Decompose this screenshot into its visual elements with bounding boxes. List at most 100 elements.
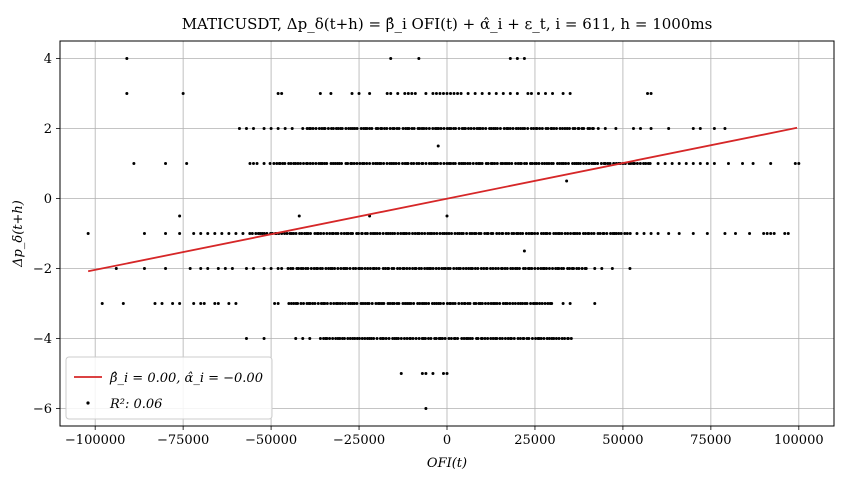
scatter-point xyxy=(360,267,364,270)
scatter-point xyxy=(515,57,519,60)
scatter-point xyxy=(603,162,607,165)
scatter-point xyxy=(432,232,436,235)
scatter-point xyxy=(272,162,276,165)
scatter-point xyxy=(656,162,660,165)
scatter-point xyxy=(289,162,293,165)
scatter-point xyxy=(460,337,464,340)
scatter-point xyxy=(511,127,515,130)
scatter-point xyxy=(434,337,438,340)
scatter-point xyxy=(530,232,534,235)
scatter-point xyxy=(412,302,416,305)
scatter-point xyxy=(298,162,302,165)
scatter-point xyxy=(385,162,389,165)
scatter-point xyxy=(635,162,639,165)
scatter-point xyxy=(438,232,442,235)
scatter-point xyxy=(202,302,206,305)
scatter-point xyxy=(374,302,378,305)
scatter-point xyxy=(164,232,168,235)
scatter-point xyxy=(495,127,499,130)
scatter-point xyxy=(486,232,490,235)
scatter-point xyxy=(501,232,505,235)
scatter-point xyxy=(468,337,472,340)
scatter-point xyxy=(619,232,623,235)
scatter-point xyxy=(302,302,306,305)
scatter-point xyxy=(414,337,418,340)
scatter-point xyxy=(723,127,727,130)
scatter-point xyxy=(234,302,238,305)
scatter-point xyxy=(283,162,287,165)
scatter-point xyxy=(427,337,431,340)
scatter-point xyxy=(480,302,484,305)
scatter-point xyxy=(356,232,360,235)
scatter-point xyxy=(551,162,555,165)
scatter-point xyxy=(305,127,309,130)
scatter-point xyxy=(399,372,403,375)
scatter-point xyxy=(568,302,572,305)
scatter-point xyxy=(517,267,521,270)
scatter-point xyxy=(561,92,565,95)
scatter-point xyxy=(362,162,366,165)
scatter-point xyxy=(445,162,449,165)
x-tick-label: 0 xyxy=(443,433,451,448)
scatter-point xyxy=(453,162,457,165)
scatter-point xyxy=(508,57,512,60)
scatter-point xyxy=(125,92,129,95)
scatter-point xyxy=(318,92,322,95)
scatter-point xyxy=(329,162,333,165)
scatter-point xyxy=(516,232,520,235)
scatter-point xyxy=(489,337,493,340)
scatter-point xyxy=(192,232,196,235)
scatter-point xyxy=(562,162,566,165)
scatter-point xyxy=(470,337,474,340)
scatter-point xyxy=(325,302,329,305)
scatter-point xyxy=(545,337,549,340)
scatter-point xyxy=(452,267,456,270)
scatter-point xyxy=(474,232,478,235)
scatter-point xyxy=(100,302,104,305)
scatter-point xyxy=(568,92,572,95)
scatter-point xyxy=(572,267,576,270)
scatter-point xyxy=(331,127,335,130)
scatter-point xyxy=(481,127,485,130)
scatter-point xyxy=(451,302,455,305)
scatter-point xyxy=(614,232,618,235)
scatter-point xyxy=(748,232,752,235)
scatter-point xyxy=(262,337,266,340)
scatter-point xyxy=(518,232,522,235)
scatter-point xyxy=(509,267,513,270)
scatter-point xyxy=(320,267,324,270)
scatter-point xyxy=(523,267,527,270)
scatter-point xyxy=(430,162,434,165)
scatter-point xyxy=(411,337,415,340)
scatter-point xyxy=(386,232,390,235)
scatter-point xyxy=(793,162,797,165)
scatter-point xyxy=(540,302,544,305)
scatter-point xyxy=(486,337,490,340)
scatter-point xyxy=(311,127,315,130)
scatter-point xyxy=(501,162,505,165)
scatter-point xyxy=(496,267,500,270)
scatter-point xyxy=(633,162,637,165)
scatter-point xyxy=(374,267,378,270)
scatter-point xyxy=(445,302,449,305)
scatter-point xyxy=(340,127,344,130)
scatter-point xyxy=(439,127,443,130)
scatter-point xyxy=(568,267,572,270)
scatter-point xyxy=(498,127,502,130)
scatter-point xyxy=(392,127,396,130)
scatter-point xyxy=(497,232,501,235)
scatter-point xyxy=(442,162,446,165)
scatter-point xyxy=(563,127,567,130)
scatter-point xyxy=(560,337,564,340)
scatter-point xyxy=(391,337,395,340)
scatter-point xyxy=(316,267,320,270)
scatter-point xyxy=(396,267,400,270)
scatter-point xyxy=(336,232,340,235)
scatter-point xyxy=(408,267,412,270)
scatter-point xyxy=(431,127,435,130)
scatter-point xyxy=(355,162,359,165)
scatter-point xyxy=(705,162,709,165)
scatter-point xyxy=(294,337,298,340)
scatter-point xyxy=(286,267,290,270)
scatter-point xyxy=(320,162,324,165)
